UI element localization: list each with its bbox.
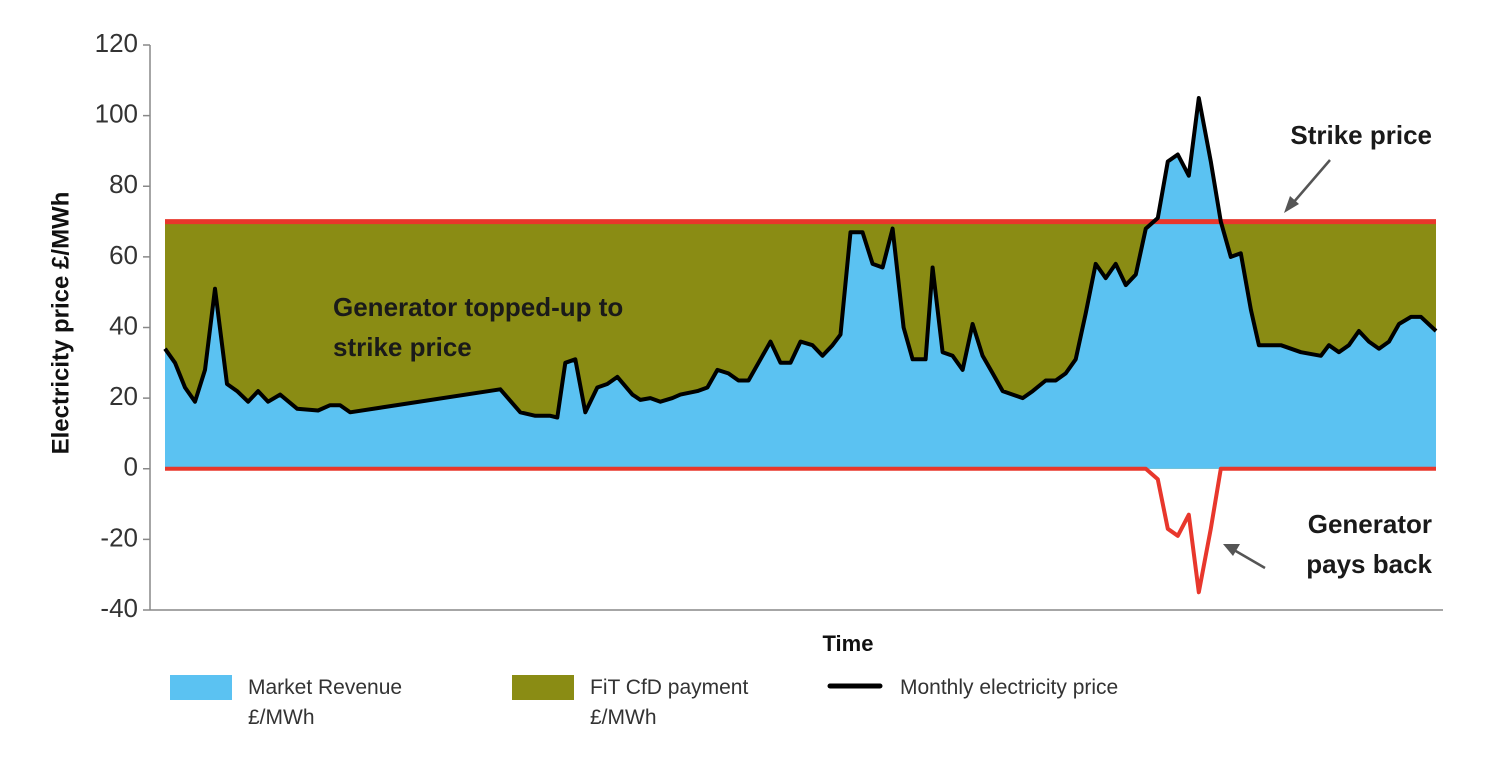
y-tick-label: -20	[100, 522, 138, 552]
arrow-head	[1284, 196, 1299, 213]
legend-swatch	[170, 675, 232, 700]
y-axis-title: Electricity price £/MWh	[47, 192, 74, 455]
price-line	[163, 96, 1438, 420]
y-tick-label: 120	[95, 28, 138, 58]
y-tick-label: 0	[124, 452, 138, 482]
annotation: Strike price	[1290, 120, 1432, 150]
legend-label: Market Revenue £/MWh	[248, 676, 403, 729]
annotation: Generator topped-up to strike price	[333, 292, 624, 362]
legend-label: FiT CfD payment £/MWh	[590, 676, 749, 729]
y-tick-label: 40	[109, 310, 138, 340]
payback-line	[165, 466, 1436, 595]
y-tick-label: 20	[109, 381, 138, 411]
legend-swatch	[512, 675, 574, 700]
market-revenue-area	[165, 98, 1436, 469]
x-axis-title: Time	[823, 631, 874, 656]
arrow-head	[1223, 544, 1240, 556]
annotation: Generator pays back	[1306, 509, 1432, 579]
arrow	[1292, 159, 1331, 204]
y-tick-label: 60	[109, 240, 138, 270]
legend-label: Monthly electricity price	[900, 676, 1119, 699]
y-tick-label: -40	[100, 593, 138, 623]
y-tick-label: 80	[109, 169, 138, 199]
arrow	[1233, 548, 1266, 570]
y-tick-label: 100	[95, 99, 138, 129]
